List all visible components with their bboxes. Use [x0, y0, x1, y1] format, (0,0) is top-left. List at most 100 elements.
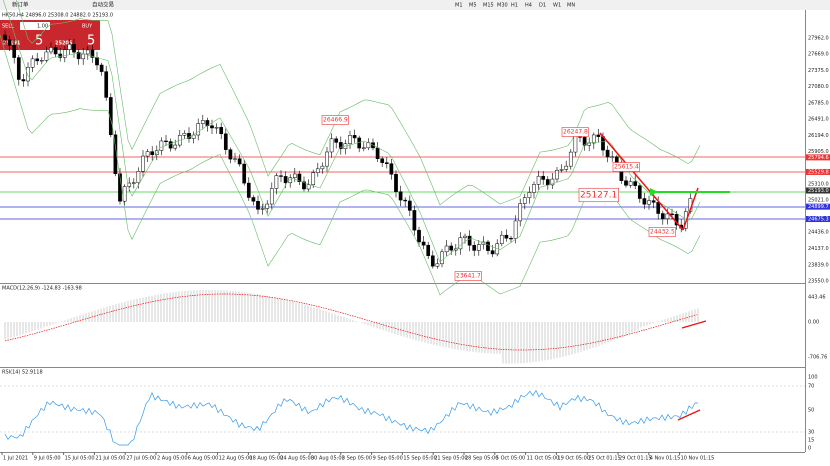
time-label: 30 Aug 05:00 — [311, 456, 345, 462]
candle-body — [159, 140, 164, 151]
candle-body — [545, 179, 550, 186]
auto-trading-button[interactable]: 自动交易 — [92, 1, 114, 9]
candle-body — [430, 255, 435, 267]
annotation-label: 25127.1 — [580, 191, 617, 201]
candle-body — [237, 158, 242, 165]
candle-body — [647, 200, 651, 205]
time-label: 6 Aug 05:00 — [188, 456, 219, 462]
candle-body — [53, 47, 58, 55]
candle-body — [297, 173, 302, 182]
candle-body — [35, 58, 40, 62]
candle-body — [458, 237, 463, 250]
candle-body — [30, 58, 35, 68]
candle-body — [269, 188, 274, 205]
candle-body — [164, 140, 168, 143]
candle-body — [26, 67, 30, 82]
price-label: 23839.0 — [808, 263, 829, 269]
timeframe-button[interactable]: M1 — [455, 3, 463, 9]
candle-body — [12, 45, 17, 58]
candle-body — [242, 163, 247, 184]
candle-body — [555, 170, 559, 180]
candle-body — [338, 142, 343, 149]
timeframe-button[interactable]: H4 — [525, 3, 532, 9]
buy-button[interactable]: BUY — [82, 24, 93, 30]
timeframe-button[interactable]: M30 — [497, 3, 508, 9]
rsi-header: RSI(14) 52.9118 — [2, 370, 43, 376]
candle-body — [637, 185, 642, 199]
candle-body — [256, 201, 260, 210]
time-label: 15 Sep 05:00 — [403, 456, 436, 462]
time-label: 9 Sep 05:00 — [373, 456, 403, 462]
sell-price: 25191 — [3, 41, 21, 47]
candle-body — [463, 235, 467, 238]
time-label: 3 Sep 05:00 — [342, 456, 372, 462]
candle-body — [223, 133, 228, 150]
time-label: 1 Jul 2021 — [3, 456, 28, 462]
candle-body — [315, 168, 320, 173]
price-label: 26491.0 — [808, 117, 829, 123]
candle-body — [136, 171, 141, 183]
macd-signal — [4, 293, 698, 351]
candle-body — [113, 134, 118, 174]
candle-body — [605, 149, 610, 158]
timeframe-button[interactable]: H1 — [511, 3, 518, 9]
timeframe-button[interactable]: MN — [567, 3, 575, 9]
candle-body — [7, 39, 12, 46]
timeframe-button[interactable]: W1 — [553, 3, 561, 9]
candle-body — [499, 234, 504, 244]
candle-body — [407, 200, 412, 211]
candle-body — [95, 57, 99, 66]
timeframe-button[interactable]: D1 — [539, 3, 546, 9]
candle-body — [518, 203, 523, 222]
price-label: 27962.0 — [808, 36, 829, 42]
candle-body — [412, 210, 417, 231]
time-label: 24 Aug 05:00 — [280, 456, 314, 462]
candle-body — [265, 203, 270, 209]
candle-body — [279, 175, 283, 177]
chart-header: HK50,H4 24896.0 25308.0 24882.0 25193.0 — [2, 13, 113, 19]
timeframe-button[interactable]: M15 — [483, 3, 494, 9]
time-label: 28 Sep 05:00 — [465, 456, 498, 462]
candle-body — [651, 200, 656, 203]
candle-body — [196, 123, 201, 136]
macd-axis-label: 443.46 — [808, 295, 826, 301]
rsi-arrow — [677, 409, 701, 421]
candle-body — [384, 162, 389, 164]
time-label: 21 Jul 05:00 — [95, 456, 125, 462]
candle-body — [573, 134, 578, 153]
time-label: 21 Sep 05:00 — [434, 456, 467, 462]
price-label: 25529.8 — [808, 169, 829, 175]
time-label: 12 Aug 05:00 — [219, 456, 253, 462]
sell-button[interactable]: SELL — [2, 24, 14, 30]
macd-arrow — [681, 320, 707, 329]
candle-body — [274, 175, 279, 189]
candle-body — [476, 244, 481, 251]
rsi-axis-label: 30 — [808, 430, 814, 436]
candle-body — [656, 202, 661, 214]
candle-body — [173, 144, 178, 149]
candle-body — [541, 175, 546, 180]
annotation-label: 25615.4 — [614, 164, 639, 171]
lot-size[interactable]: 1.00 — [37, 24, 48, 30]
candle-body — [320, 165, 325, 170]
candle-body — [568, 151, 573, 167]
rsi-axis-label: 50 — [808, 408, 814, 414]
timeframe-button[interactable]: M5 — [469, 3, 477, 9]
price-label: 25310.0 — [808, 182, 829, 188]
candle-body — [131, 182, 136, 184]
candle-body — [610, 156, 615, 158]
candle-body — [435, 263, 440, 267]
bollinger-mid — [2, 0, 701, 263]
candle-body — [292, 173, 297, 178]
annotation-box — [454, 271, 482, 281]
candle-body — [394, 173, 398, 192]
candle-body — [440, 251, 444, 265]
candle-body — [449, 245, 454, 251]
candle-body — [108, 97, 113, 136]
rsi-line — [4, 389, 698, 446]
new-order-button[interactable]: 新订单 — [12, 1, 29, 9]
candle-body — [665, 213, 670, 220]
candle-body — [85, 49, 90, 55]
candle-body — [527, 192, 532, 198]
candle-body — [642, 198, 647, 205]
